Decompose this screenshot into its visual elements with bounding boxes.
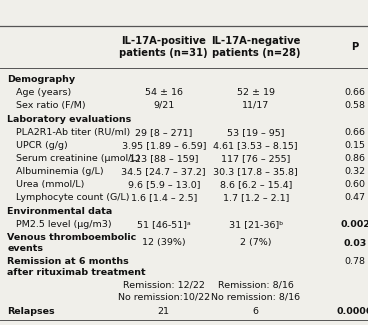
Text: Lymphocyte count (G/L): Lymphocyte count (G/L) [7,193,130,202]
Text: 12 (39%): 12 (39%) [142,239,185,248]
Text: UPCR (g/g): UPCR (g/g) [7,141,68,150]
Text: 52 ± 19: 52 ± 19 [237,88,275,97]
Text: 0.002: 0.002 [340,220,368,229]
Text: 9.6 [5.9 – 13.0]: 9.6 [5.9 – 13.0] [127,180,200,189]
Text: Albuminemia (g/L): Albuminemia (g/L) [7,167,104,176]
Text: 30.3 [17.8 – 35.8]: 30.3 [17.8 – 35.8] [213,167,298,176]
Text: 11/17: 11/17 [242,101,269,110]
Text: 34.5 [24.7 – 37.2]: 34.5 [24.7 – 37.2] [121,167,206,176]
Text: Remission at 6 months
after rituximab treatment: Remission at 6 months after rituximab tr… [7,257,146,277]
Text: 0.0006: 0.0006 [337,306,368,316]
Text: PM2.5 level (μg/m3): PM2.5 level (μg/m3) [7,220,112,229]
Text: 0.47: 0.47 [344,193,366,202]
Text: 0.66: 0.66 [344,128,366,137]
Text: 54 ± 16: 54 ± 16 [145,88,183,97]
Text: 0.86: 0.86 [344,154,366,163]
Text: Remission: 8/16
No remission: 8/16: Remission: 8/16 No remission: 8/16 [211,281,300,301]
Text: 117 [76 – 255]: 117 [76 – 255] [221,154,290,163]
Text: 0.60: 0.60 [344,180,366,189]
Text: IL-17A-positive
patients (n=31): IL-17A-positive patients (n=31) [120,36,208,58]
Text: Serum creatinine (μmol/L): Serum creatinine (μmol/L) [7,154,141,163]
Text: Urea (mmol/L): Urea (mmol/L) [7,180,85,189]
Text: Venous thromboembolic
events: Venous thromboembolic events [7,233,137,253]
Text: 21: 21 [158,306,170,316]
Text: 1.7 [1.2 – 2.1]: 1.7 [1.2 – 2.1] [223,193,289,202]
Text: 0.15: 0.15 [344,141,366,150]
Text: 51 [46-51]ᵃ: 51 [46-51]ᵃ [137,220,191,229]
Text: 31 [21-36]ᵇ: 31 [21-36]ᵇ [229,220,283,229]
Text: 3.95 [1.89 – 6.59]: 3.95 [1.89 – 6.59] [121,141,206,150]
Text: 29 [8 – 271]: 29 [8 – 271] [135,128,192,137]
Text: Sex ratio (F/M): Sex ratio (F/M) [7,101,86,110]
Text: 4.61 [3.53 – 8.15]: 4.61 [3.53 – 8.15] [213,141,298,150]
Text: Relapses: Relapses [7,306,55,316]
Text: 1.6 [1.4 – 2.5]: 1.6 [1.4 – 2.5] [131,193,197,202]
Text: Age (years): Age (years) [7,88,72,97]
Text: PLA2R1-Ab titer (RU/ml): PLA2R1-Ab titer (RU/ml) [7,128,131,137]
Text: 9/21: 9/21 [153,101,174,110]
Text: 0.32: 0.32 [344,167,366,176]
Text: Remission: 12/22
No remission:10/22: Remission: 12/22 No remission:10/22 [118,281,210,301]
Text: IL-17A-negative
patients (n=28): IL-17A-negative patients (n=28) [211,36,300,58]
Text: 2 (7%): 2 (7%) [240,239,272,248]
Text: 53 [19 – 95]: 53 [19 – 95] [227,128,284,137]
Text: 123 [88 – 159]: 123 [88 – 159] [129,154,198,163]
Text: 6: 6 [253,306,259,316]
Text: 0.58: 0.58 [344,101,366,110]
Text: 0.03: 0.03 [343,239,367,248]
Text: Demography: Demography [7,74,75,84]
Text: P: P [351,42,359,52]
Text: 8.6 [6.2 – 15.4]: 8.6 [6.2 – 15.4] [220,180,292,189]
Text: Laboratory evaluations: Laboratory evaluations [7,114,132,124]
Text: 0.78: 0.78 [344,257,366,266]
Text: Environmental data: Environmental data [7,206,113,215]
Text: 0.66: 0.66 [344,88,366,97]
